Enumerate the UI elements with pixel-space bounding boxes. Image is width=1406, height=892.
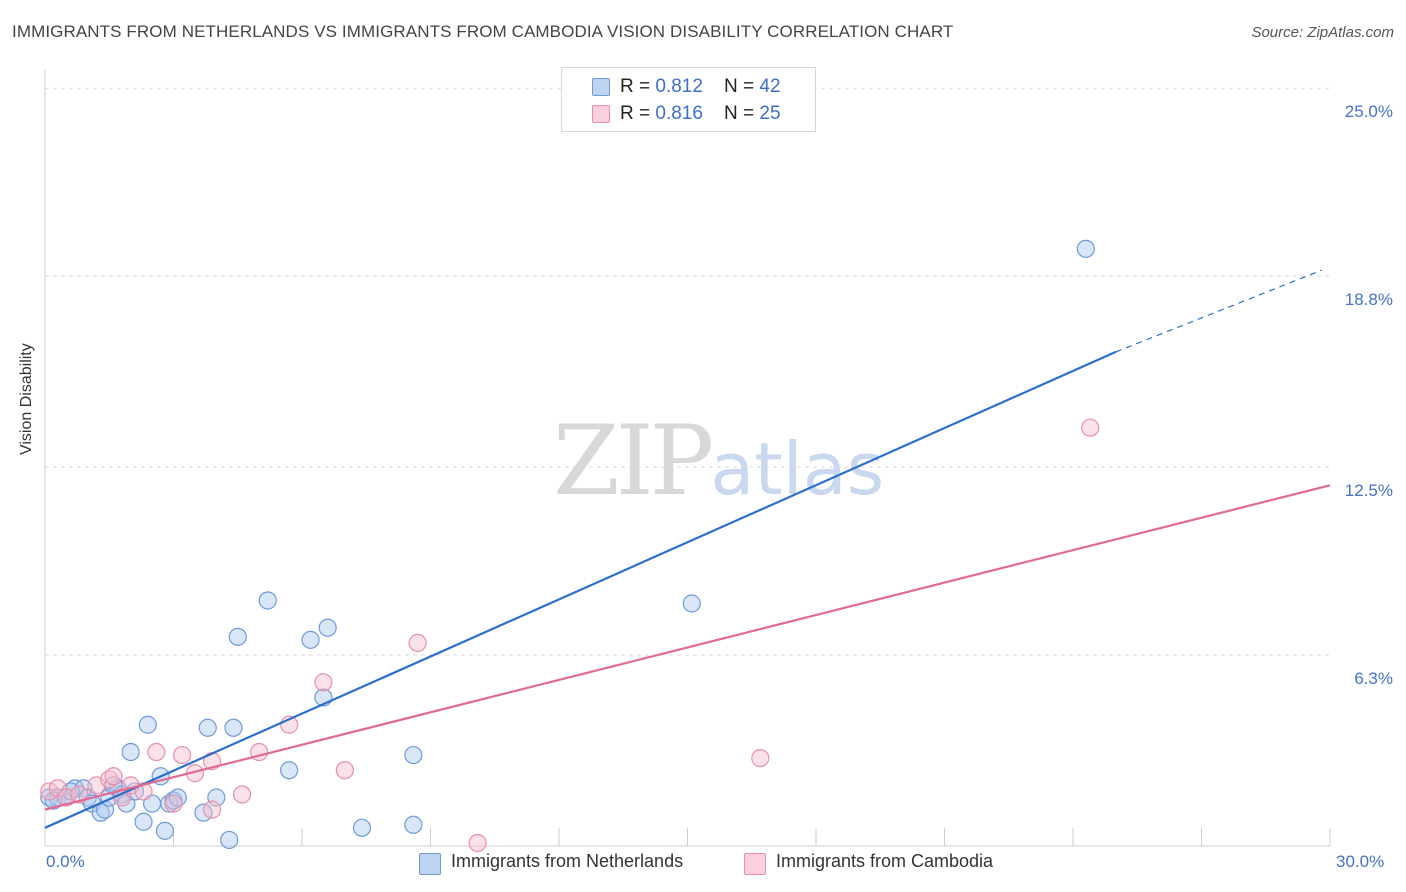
y-tick-label: 6.3% bbox=[1354, 669, 1393, 689]
netherlands-point bbox=[404, 745, 423, 765]
cambodia-point bbox=[147, 742, 166, 762]
y-tick-label: 12.5% bbox=[1344, 481, 1393, 501]
watermark: ZIPatlas bbox=[553, 405, 884, 517]
cambodia-point bbox=[468, 833, 487, 853]
cambodia-point bbox=[104, 767, 123, 786]
netherlands-point bbox=[228, 627, 247, 646]
legend-r-label: R = bbox=[620, 76, 656, 97]
bottom-legend-label-cambodia: Immigrants from Cambodia bbox=[776, 851, 994, 871]
netherlands-point bbox=[352, 818, 372, 837]
legend-swatch-cambodia bbox=[592, 105, 610, 123]
legend-r-value: 0.816 bbox=[655, 103, 703, 124]
source-credit: Source: ZipAtlas.com bbox=[1251, 24, 1394, 41]
netherlands-trend-line bbox=[44, 350, 1117, 829]
netherlands-points bbox=[40, 239, 1095, 850]
y-tick-label: 18.8% bbox=[1344, 290, 1393, 310]
netherlands-point bbox=[682, 594, 701, 613]
netherlands-point bbox=[220, 830, 239, 850]
netherlands-point bbox=[134, 812, 153, 831]
legend-n-value: 25 bbox=[759, 103, 781, 124]
netherlands-point bbox=[280, 761, 299, 780]
trend-lines bbox=[44, 269, 1331, 829]
netherlands-point bbox=[258, 591, 277, 610]
bottom-legend-netherlands: Immigrants from Netherlands bbox=[419, 851, 684, 875]
cambodia-point bbox=[1081, 418, 1100, 437]
netherlands-point bbox=[301, 630, 320, 649]
legend-r-label: R = bbox=[620, 103, 656, 124]
cambodia-point bbox=[751, 748, 770, 768]
y-tick-label: 25.0% bbox=[1344, 102, 1393, 122]
bottom-legend-cambodia: Immigrants from Cambodia bbox=[744, 851, 994, 875]
netherlands-point bbox=[1076, 239, 1095, 258]
netherlands-point bbox=[121, 742, 140, 762]
x-tick-label-min: 0.0% bbox=[46, 852, 85, 871]
cambodia-point bbox=[202, 800, 222, 819]
cambodia-point bbox=[408, 633, 427, 653]
netherlands-point bbox=[224, 718, 243, 737]
netherlands-point bbox=[198, 718, 217, 737]
legend-r-value: 0.812 bbox=[655, 76, 703, 97]
gridlines bbox=[45, 87, 1330, 656]
watermark-atlas: atlas bbox=[710, 427, 885, 511]
legend-swatch-netherlands bbox=[592, 78, 610, 96]
watermark-zip: ZIP bbox=[553, 405, 714, 517]
bottom-legend-swatch-netherlands bbox=[419, 853, 441, 875]
cambodia-point bbox=[164, 794, 183, 813]
y-axis-title: Vision Disability bbox=[18, 343, 35, 455]
legend-n-value: 42 bbox=[759, 76, 781, 97]
x-tick-label-max: 30.0% bbox=[1336, 852, 1385, 871]
cambodia-point bbox=[314, 673, 333, 692]
legend-n-label: N = bbox=[724, 76, 760, 97]
cambodia-point bbox=[70, 785, 89, 804]
netherlands-point bbox=[404, 815, 423, 834]
netherlands-point bbox=[138, 715, 157, 734]
legend-n-label: N = bbox=[724, 103, 760, 124]
netherlands-point bbox=[318, 618, 337, 637]
cambodia-points bbox=[40, 418, 1100, 853]
cambodia-point bbox=[172, 745, 192, 765]
cambodia-point bbox=[335, 761, 354, 780]
legend-row-netherlands: R = 0.812 N = 42 bbox=[620, 76, 781, 98]
bottom-legend-label-netherlands: Immigrants from Netherlands bbox=[451, 851, 684, 871]
netherlands-point bbox=[155, 821, 175, 840]
legend-row-cambodia: R = 0.816 N = 25 bbox=[620, 103, 781, 125]
chart-title: IMMIGRANTS FROM NETHERLANDS VS IMMIGRANT… bbox=[12, 22, 954, 41]
cambodia-trend-line bbox=[44, 484, 1331, 811]
bottom-legend-swatch-cambodia bbox=[744, 853, 766, 875]
netherlands-trend-extension bbox=[1115, 269, 1323, 353]
netherlands-point bbox=[207, 788, 226, 807]
cambodia-point bbox=[232, 785, 252, 804]
correlation-legend: R = 0.812 N = 42 R = 0.816 N = 25 bbox=[561, 67, 816, 132]
